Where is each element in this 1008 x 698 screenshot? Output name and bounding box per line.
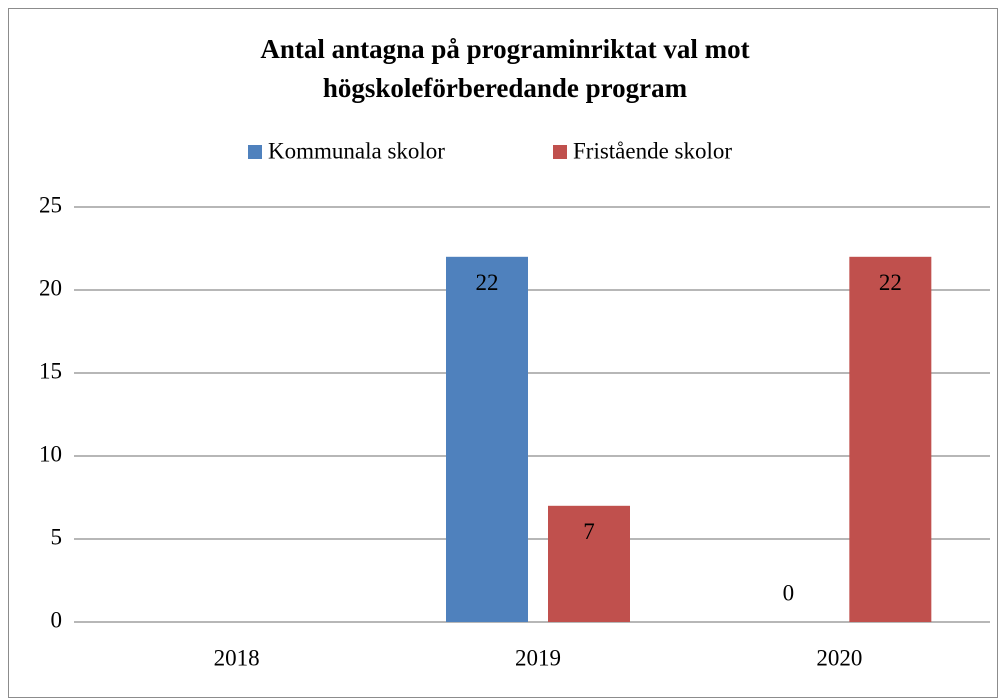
bar [548, 505, 630, 622]
legend-label: Fristående skolor [573, 138, 732, 163]
bar [446, 256, 528, 622]
y-tick-label: 25 [39, 192, 62, 217]
x-tick-label: 2019 [515, 645, 561, 670]
y-tick-label: 10 [39, 441, 62, 466]
y-tick-label: 5 [51, 524, 63, 549]
legend-swatch [553, 145, 567, 159]
y-tick-label: 20 [39, 275, 62, 300]
x-tick-label: 2018 [214, 645, 260, 670]
legend-swatch [248, 145, 262, 159]
chart-title: Antal antagna på programinriktat val mot… [260, 34, 750, 103]
bar [849, 256, 932, 622]
data-label: 22 [476, 270, 499, 295]
y-tick-label: 15 [39, 358, 62, 383]
data-label: 22 [879, 270, 902, 295]
data-label: 0 [783, 580, 795, 605]
y-tick-label: 0 [51, 607, 63, 632]
legend-label: Kommunala skolor [268, 138, 445, 163]
data-label: 7 [583, 519, 595, 544]
x-tick-label: 2020 [816, 645, 862, 670]
